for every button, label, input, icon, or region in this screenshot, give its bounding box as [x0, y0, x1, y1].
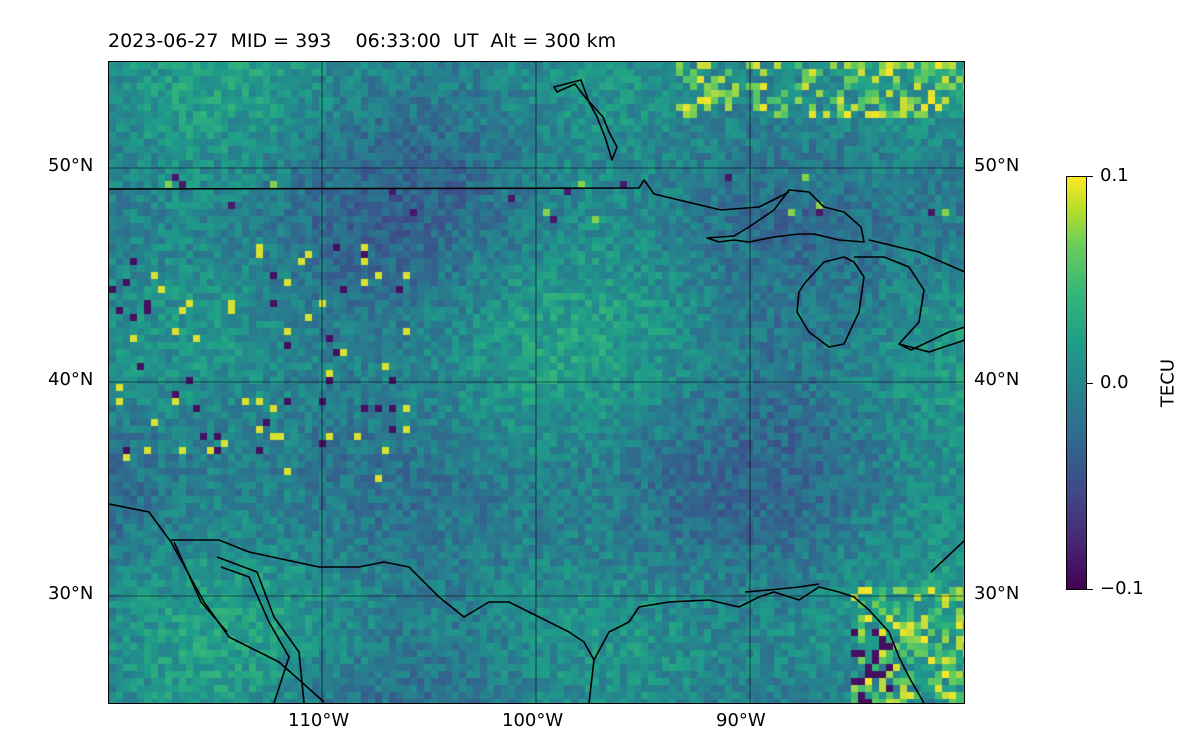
lake-huron [854, 256, 964, 351]
lat-label-40n-left: 40°N [48, 369, 94, 390]
gulf-coast [593, 586, 925, 703]
lon-label-110w: 110°W [288, 710, 350, 731]
tec-map[interactable] [108, 61, 965, 704]
lake-erie [898, 339, 964, 353]
us-mexico-border [171, 539, 595, 703]
canada-east [868, 239, 964, 273]
lat-label-30n-right: 30°N [974, 583, 1020, 604]
colorbar [1066, 176, 1087, 590]
lon-label-90w: 90°W [716, 710, 766, 731]
baja-inner [220, 566, 290, 703]
atlantic-coast [930, 539, 964, 573]
colorbar-tick-max [1087, 176, 1093, 177]
map-title: 2023-06-27 MID = 393 06:33:00 UT Alt = 3… [108, 30, 617, 52]
colorbar-label-zero: 0.0 [1100, 372, 1129, 393]
gridlines [109, 62, 964, 703]
map-overlay [109, 62, 964, 703]
florida-panhandle [744, 583, 820, 593]
colorbar-label-max: 0.1 [1100, 165, 1129, 186]
colorbar-tick-min [1087, 589, 1093, 590]
colorbar-label-min: −0.1 [1100, 578, 1144, 599]
hudson-bay-coast [553, 79, 618, 161]
lat-label-50n-left: 50°N [48, 155, 94, 176]
lat-label-40n-right: 40°N [974, 369, 1020, 390]
gulf-california-west [173, 541, 228, 633]
lake-michigan [796, 256, 865, 348]
lon-label-100w: 100°W [502, 710, 564, 731]
lat-label-30n-left: 30°N [48, 583, 94, 604]
colorbar-tick-zero [1087, 383, 1093, 384]
lake-superior [706, 189, 865, 243]
coastlines-borders [109, 79, 964, 703]
lat-label-50n-right: 50°N [974, 155, 1020, 176]
pacific-coast [109, 503, 325, 703]
baja-peninsula [216, 556, 305, 703]
colorbar-title: TECU [1157, 358, 1179, 408]
us-canada-border [109, 179, 790, 211]
